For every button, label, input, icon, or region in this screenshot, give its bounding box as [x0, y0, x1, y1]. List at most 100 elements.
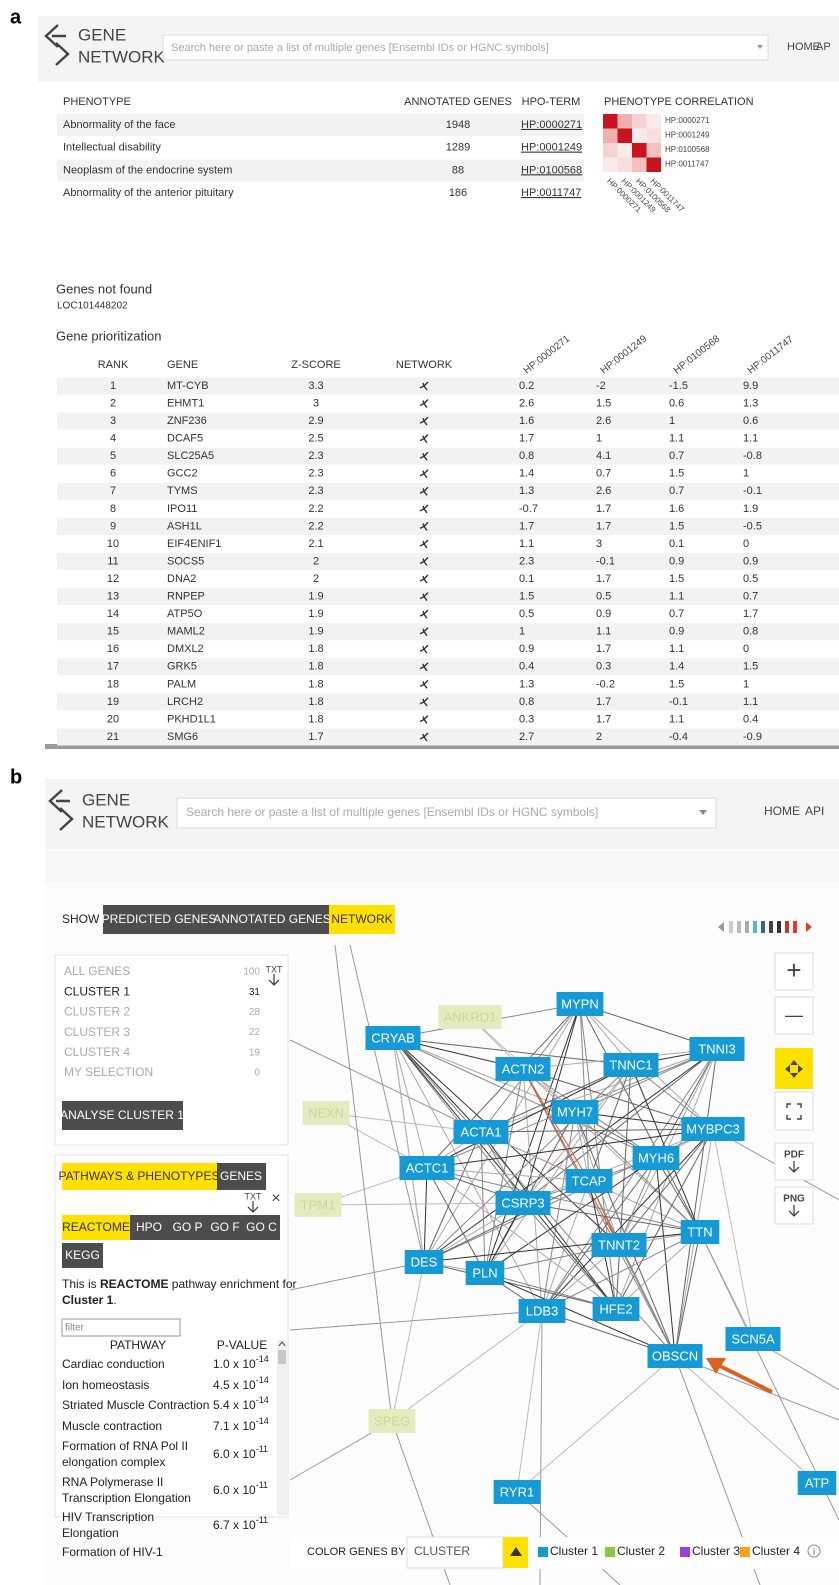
gene-node[interactable] [399, 1156, 455, 1180]
gene-node[interactable] [365, 1026, 421, 1050]
info-label[interactable]: i [813, 1546, 815, 1556]
gene-node[interactable] [495, 1057, 551, 1081]
gene-node-label[interactable]: RYR1 [500, 1484, 534, 1499]
gene-node[interactable] [592, 1297, 640, 1321]
move-button[interactable] [775, 1048, 813, 1089]
network-icon[interactable] [419, 539, 429, 549]
gene-node-label[interactable]: CRYAB [371, 1030, 415, 1045]
gene-node-label[interactable]: ATP [805, 1475, 829, 1490]
close-button[interactable]: × [271, 1190, 280, 1207]
gene-node-label[interactable]: DES [411, 1254, 438, 1269]
panel-tab[interactable] [217, 1163, 266, 1190]
hpo-term-link[interactable]: HP:0000271 [521, 119, 582, 131]
zoom-in-button[interactable] [774, 952, 814, 991]
gene-node-label[interactable]: ACTN2 [502, 1061, 545, 1076]
gene-node[interactable] [438, 1005, 502, 1029]
gene-node-label[interactable]: SPEG [374, 1413, 410, 1428]
export-label[interactable]: PNG [783, 1194, 805, 1205]
gene-node-label[interactable]: SCN5A [731, 1331, 775, 1346]
network-icon[interactable] [419, 574, 429, 584]
gene-node[interactable] [465, 1261, 505, 1285]
gene-node-label[interactable]: TCAP [572, 1173, 607, 1188]
network-icon[interactable] [419, 662, 429, 672]
network-icon[interactable] [419, 451, 429, 461]
nav-link[interactable]: HOME [764, 804, 800, 818]
gene-node-label[interactable]: TTN [687, 1224, 712, 1239]
gene-node[interactable] [632, 1146, 680, 1170]
view-tab-label[interactable]: PREDICTED GENES [102, 912, 217, 926]
network-icon[interactable] [419, 381, 429, 391]
source-tab[interactable] [168, 1215, 207, 1240]
gene-node[interactable] [681, 1117, 745, 1141]
source-tab[interactable] [207, 1215, 243, 1240]
gene-node-label[interactable]: ACTC1 [406, 1160, 449, 1175]
gene-node[interactable] [797, 1471, 837, 1495]
gene-node[interactable] [565, 1169, 613, 1193]
nav-link[interactable]: HOME [787, 41, 820, 53]
network-icon[interactable] [419, 714, 429, 724]
network-icon[interactable] [419, 679, 429, 689]
network-icon[interactable] [419, 521, 429, 531]
color-select[interactable] [406, 1536, 504, 1569]
source-tab-label[interactable]: GO C [246, 1220, 277, 1234]
gene-node-label[interactable]: PLN [472, 1265, 497, 1280]
gene-node[interactable] [404, 1250, 444, 1274]
network-icon[interactable] [419, 609, 429, 619]
gene-node-label[interactable]: ACTA1 [461, 1124, 502, 1139]
gene-node[interactable] [518, 1299, 566, 1323]
gene-node[interactable] [302, 1101, 350, 1125]
gene-node[interactable] [725, 1327, 781, 1351]
search-box[interactable] [162, 34, 769, 61]
network-icon[interactable] [419, 504, 429, 514]
panel-tab-label[interactable]: PATHWAYS & PHENOTYPES [59, 1169, 220, 1183]
hpo-term-link[interactable]: HP:0001249 [521, 142, 582, 154]
cluster-name[interactable]: CLUSTER 2 [64, 1005, 130, 1019]
analyse-button[interactable] [62, 1101, 183, 1130]
gene-node[interactable] [556, 992, 604, 1016]
gene-node[interactable] [493, 1480, 541, 1504]
source-tab[interactable] [130, 1215, 168, 1240]
cluster-name[interactable]: MY SELECTION [64, 1065, 153, 1079]
network-icon[interactable] [419, 434, 429, 444]
source-tab-label[interactable]: GO P [172, 1220, 202, 1234]
view-tab-label[interactable]: NETWORK [331, 912, 392, 926]
gene-node[interactable] [680, 1220, 720, 1244]
network-icon[interactable] [419, 592, 429, 602]
export-label[interactable]: PDF [784, 1150, 804, 1161]
search-box[interactable] [176, 797, 717, 829]
gene-node-label[interactable]: CSRP3 [501, 1195, 544, 1210]
export-button[interactable] [774, 1186, 814, 1225]
cluster-name[interactable]: CLUSTER 3 [64, 1025, 130, 1039]
download-label[interactable]: TXT [245, 1191, 263, 1201]
gene-node-label[interactable]: MYH6 [638, 1150, 674, 1165]
gene-node-label[interactable]: MYH7 [557, 1104, 593, 1119]
gene-node-label[interactable]: HFE2 [599, 1301, 632, 1316]
gene-node-label[interactable]: TNNC1 [609, 1057, 652, 1072]
gene-node-label[interactable]: LDB3 [526, 1303, 559, 1318]
source-tab-label[interactable]: REACTOME [62, 1220, 130, 1234]
download-label[interactable]: TXT [266, 964, 284, 974]
source-tab[interactable] [62, 1215, 130, 1240]
network-icon[interactable] [419, 469, 429, 479]
cluster-name[interactable]: ALL GENES [64, 964, 130, 978]
view-tab[interactable] [103, 905, 215, 934]
gene-node-label[interactable]: MYPN [561, 996, 599, 1011]
network-icon[interactable] [419, 732, 429, 742]
zoom-in-label[interactable]: + [786, 955, 801, 985]
zoom-out-label[interactable]: — [785, 1005, 803, 1025]
gene-node-label[interactable]: NEXN [308, 1105, 344, 1120]
analyse-button-label[interactable]: ANALYSE CLUSTER 1 [60, 1108, 184, 1122]
gene-node[interactable] [368, 1409, 416, 1433]
network-icon[interactable] [419, 697, 429, 707]
gene-node[interactable] [603, 1053, 659, 1077]
gene-node-label[interactable]: OBSCN [652, 1348, 698, 1363]
network-icon[interactable] [419, 627, 429, 637]
source-tab-label[interactable]: KEGG [65, 1248, 100, 1262]
nav-link[interactable]: AP [816, 41, 831, 53]
hpo-term-link[interactable]: HP:0100568 [521, 164, 582, 176]
zoom-out-button[interactable] [774, 996, 814, 1035]
gene-node-label[interactable]: TNNT2 [598, 1237, 640, 1252]
cluster-name[interactable]: CLUSTER 4 [64, 1045, 130, 1059]
network-icon[interactable] [419, 557, 429, 566]
network-icon[interactable] [419, 399, 429, 408]
